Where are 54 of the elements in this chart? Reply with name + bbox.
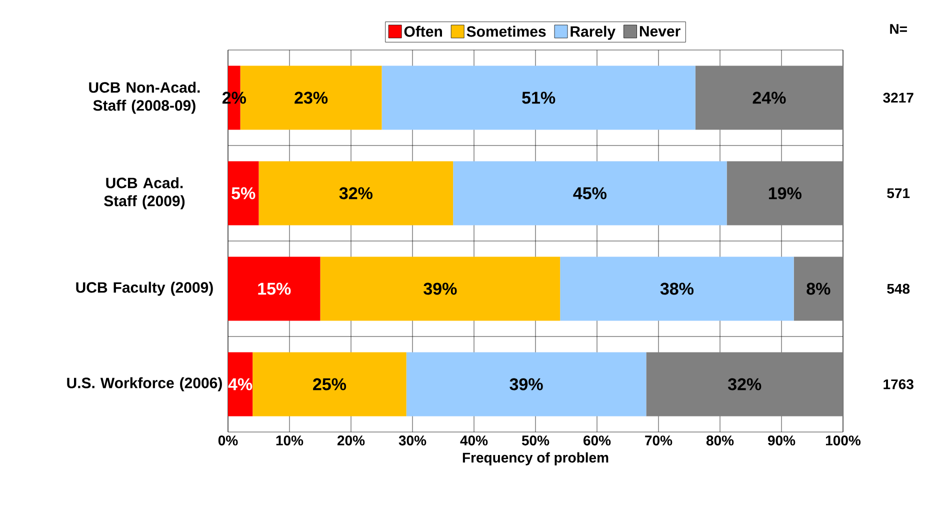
bar [252,352,406,416]
data-label: 39% [510,378,543,390]
data-label: 39% [424,282,457,295]
data-label: 23% [294,92,328,104]
data-label: 4% [228,378,252,390]
data-label: 5% [232,187,256,200]
bar [406,352,646,416]
y-tick-label: UCB Non-Acad. Staff (2008-09) [89,82,200,114]
text: 571 [887,188,910,198]
x-tick-label: 40% [460,436,488,446]
x-tick-label: 0% [218,436,238,446]
x-tick-label: 20% [337,436,365,446]
bar [695,66,844,130]
x-tick-label: 10% [276,436,304,446]
data-label: 15% [258,282,291,295]
legend-label: Rarely [570,26,616,40]
data-label: 38% [660,282,694,295]
y-tick-label: U.S. Workforce (2006) [67,377,222,392]
x-tick-label: 90% [768,436,796,446]
data-label: 32% [728,378,762,390]
bar [646,352,844,416]
bar [228,256,320,321]
bar [228,352,253,416]
y-tick-label: UCB Acad. Staff (2009) [104,177,185,210]
bar [228,161,259,226]
data-label: 51% [522,92,556,104]
x-tick-label: 30% [398,436,426,446]
bar [320,256,560,321]
bar [382,66,696,130]
bar [726,161,844,226]
x-tick-label: 70% [645,436,672,446]
y-tick-label: UCB Faculty (2009) [76,282,213,296]
x-tick-label: 50% [522,436,550,446]
text: 548 [887,284,910,294]
data-label: 32% [339,187,372,200]
data-label: 24% [752,92,786,104]
bar [453,161,727,226]
x-tick-label: 80% [706,436,734,446]
x-tick-label: 100% [826,436,861,446]
bar [794,256,844,321]
bar [258,161,454,226]
legend-label: Often [404,26,442,37]
x-axis-title: Frequency of problem [462,452,608,466]
data-label: 25% [313,378,346,390]
text: N= [890,24,907,34]
text: 1763 [884,379,914,390]
legend-label: Sometimes [466,26,546,37]
x-tick-label: 60% [584,436,611,446]
data-label: 19% [768,187,802,200]
bar [560,256,794,321]
data-label: 45% [573,187,606,200]
legend-label: Never [640,26,680,37]
data-label: 8% [806,282,830,295]
text: 3217 [883,92,914,103]
